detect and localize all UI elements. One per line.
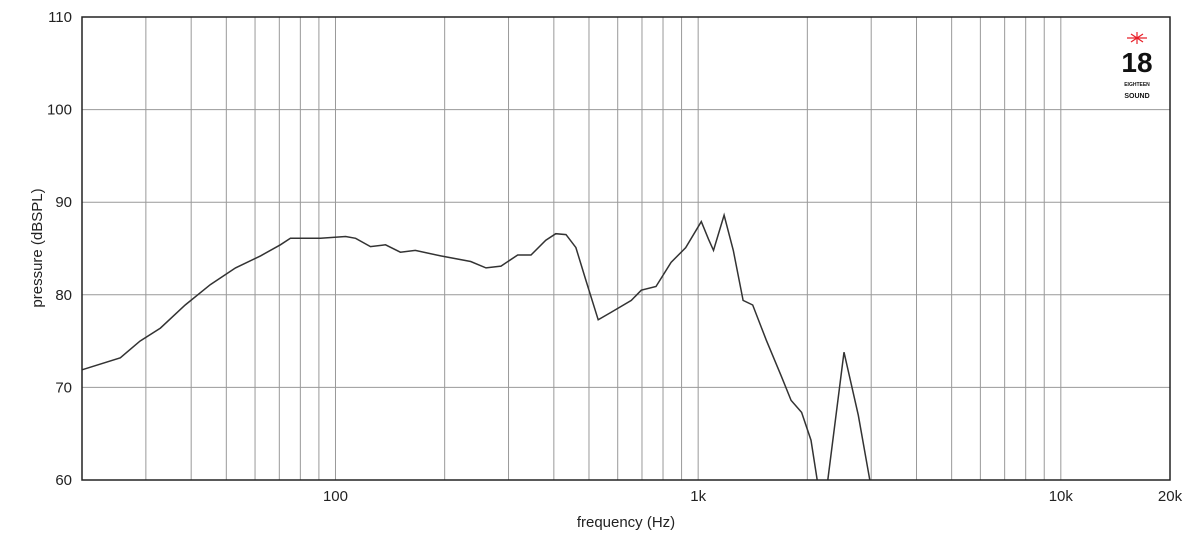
star-icon bbox=[1127, 32, 1147, 44]
grid bbox=[82, 16, 1170, 481]
y-tick-label: 100 bbox=[47, 102, 72, 119]
logo-subtext: EIGHTEEN bbox=[1124, 82, 1150, 88]
x-tick-label: 20k bbox=[1158, 488, 1183, 505]
x-tick-label: 10k bbox=[1049, 488, 1074, 505]
y-tick-label: 80 bbox=[55, 287, 72, 304]
series-line bbox=[81, 212, 871, 481]
logo-brand: SOUND bbox=[1124, 93, 1149, 100]
logo-number: 18 bbox=[1121, 47, 1152, 78]
x-axis-label: frequency (Hz) bbox=[577, 514, 675, 531]
y-axis-ticks: 60 70 80 90 100 110 bbox=[47, 9, 72, 489]
y-axis-label: pressure (dBSPL) bbox=[29, 188, 46, 307]
x-tick-label: 1k bbox=[690, 488, 706, 505]
y-tick-label: 70 bbox=[55, 379, 72, 396]
y-tick-label: 110 bbox=[48, 9, 72, 26]
plot-frame bbox=[81, 16, 1171, 481]
x-axis-ticks: 100 1k 10k 20k bbox=[323, 488, 1183, 505]
eighteen-sound-logo: 18 EIGHTEEN SOUND bbox=[1121, 32, 1153, 100]
y-tick-label: 60 bbox=[55, 472, 72, 489]
y-tick-label: 90 bbox=[55, 194, 72, 211]
x-tick-label: 100 bbox=[323, 488, 348, 505]
